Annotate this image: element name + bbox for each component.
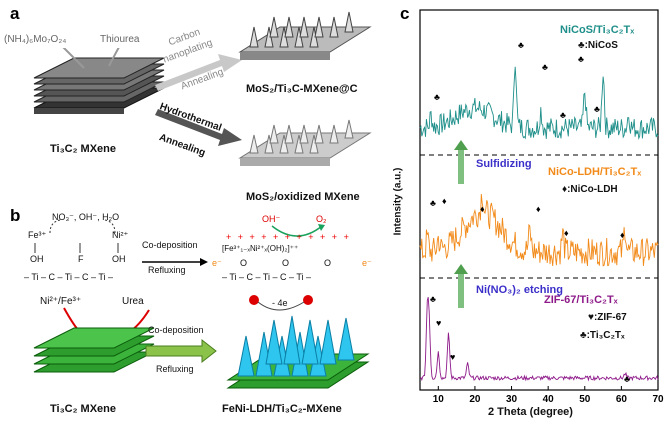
mxene-layers [33,57,165,114]
mos2-array-bottom [238,119,372,166]
step1-arrow [142,258,208,266]
peak-markers: ♣ ♣ ♣ ♣ ♣ ♣ ♣ ♦ ♦ ♦ ♦ ♦ ♣ ♥ ♥ ♣ [430,40,630,384]
product-b: FeNi-LDH/Ti₃C₂-MXene [222,403,342,415]
svg-text:♣: ♣ [624,374,630,384]
substrate-a: Ti₃C₂ MXene [50,143,117,155]
x-tick-label: 40 [543,394,555,405]
svg-text:♣: ♣ [430,198,436,208]
x-tick-label: 60 [616,394,628,405]
svg-text:♦: ♦ [442,196,447,206]
precursor-left: (NH₄)₆Mo₇O₂₄ [4,34,67,45]
oh-right: OH [112,254,126,264]
ions-label: NO₃⁻, OH⁻, H₂O [52,212,120,222]
x-tick-label: 20 [469,394,481,405]
mxene-stack-a [33,48,165,114]
left-chain: – Ti – C – Ti – C – Ti – [24,272,114,282]
bot-legend-2: ♣:Ti₃C₂Tₓ [580,330,625,341]
right-chain: – Ti – C – Ti – C – Ti – [222,272,312,282]
svg-text:♥: ♥ [450,352,455,362]
urea: Urea [122,296,144,307]
step2-arrow [145,338,217,364]
step1-line2: Refluxing [148,265,186,275]
trace-niCos [419,66,659,141]
mos2-array-top [238,11,372,60]
svg-text:♣: ♣ [594,104,600,114]
svg-text:♣: ♣ [578,54,584,64]
minus-4e: - 4e [272,298,288,308]
f-mid: F [78,254,84,264]
step1-line1: Co-deposition [142,240,198,250]
svg-text:♣: ♣ [542,62,548,72]
mid-legend: ♦:NiCo-LDH [562,184,618,195]
precursor-right: Thiourea [100,34,140,45]
substrate-b: Ti₃C₂ MXene [50,403,117,415]
trace-nico-ldh [419,193,659,267]
x-axis-label: 2 Theta (degree) [488,406,573,418]
ldh-formula: [Fe³⁺₁₋ₓNi²⁺ₓ(OH)₂]⁺⁺ [222,244,299,253]
arrow-etching [454,264,468,308]
mid-title: NiCo-LDH/Ti₃C₂Tₓ [548,166,642,178]
y-axis-label: Intensity (a.u.) [392,167,404,236]
svg-text:♣: ♣ [430,294,436,304]
arrow-sulfidizing [454,140,468,184]
svg-text:♦: ♦ [564,228,569,238]
panel-a-letter: a [10,4,20,23]
plot-frame [419,9,659,391]
svg-text:♣: ♣ [434,92,440,102]
svg-text:♣: ♣ [518,40,524,50]
oh-minus: OH⁻ [262,214,281,224]
step2-line1: Co-deposition [148,325,204,335]
panel-c-letter: c [400,4,410,23]
green-stack [33,307,155,373]
xrd-chart: 10 20 30 40 50 60 70 ♣ ♣ ♣ ♣ ♣ ♣ ♣ ♦ ♦ ♦ ♦ ♦ ♣ ♥ ♥ ♣ [419,9,664,405]
reactants: Ni²⁺/Fe³⁺ [40,296,82,307]
product-top: MoS₂/Ti₃C-MXene@C [246,83,358,95]
o-2: O [282,258,290,268]
etching-label: Ni(NO₃)₂ etching [476,284,563,296]
svg-text:♦: ♦ [536,204,541,214]
o-3: O [324,258,332,268]
ni-ion: Ni²⁺ [112,230,129,240]
o-1: O [240,258,248,268]
oer-arc [271,224,325,237]
ldh-array [226,295,370,389]
product-bottom: MoS₂/oxidized MXene [246,191,360,203]
x-tick-label: 50 [579,394,591,405]
oh-left: OH [30,254,44,264]
svg-text:♥: ♥ [436,318,441,328]
top-title: NiCoS/Ti₃C₂Tₓ [560,24,635,36]
o2-label: O₂ [316,214,327,224]
bot-legend-1: ♥:ZIF-67 [588,312,627,323]
ions-dashes [34,219,119,253]
x-tick-label: 10 [433,394,445,405]
trace-zif67 [419,296,659,382]
svg-text:♦: ♦ [480,204,485,214]
svg-text:♦: ♦ [620,230,625,240]
arrows-a [155,54,242,146]
fe-ion: Fe³⁺ [28,230,47,240]
panel-b-letter: b [10,206,21,225]
step2-line2: Refluxing [156,364,194,374]
e-right: e⁻ [362,258,372,268]
svg-text:♣: ♣ [560,110,566,120]
bot-title: ZIF-67/Ti₃C₂Tₓ [544,294,618,306]
x-tick-label: 70 [652,394,664,405]
plus-row: + + + + + + + + + + + [226,232,351,242]
x-ticks: 10 20 30 40 50 60 70 [433,386,664,405]
top-legend: ♣:NiCoS [578,40,618,51]
x-tick-label: 30 [506,394,518,405]
e-left: e⁻ [212,258,222,268]
sulfidizing-label: Sulfidizing [476,158,532,170]
